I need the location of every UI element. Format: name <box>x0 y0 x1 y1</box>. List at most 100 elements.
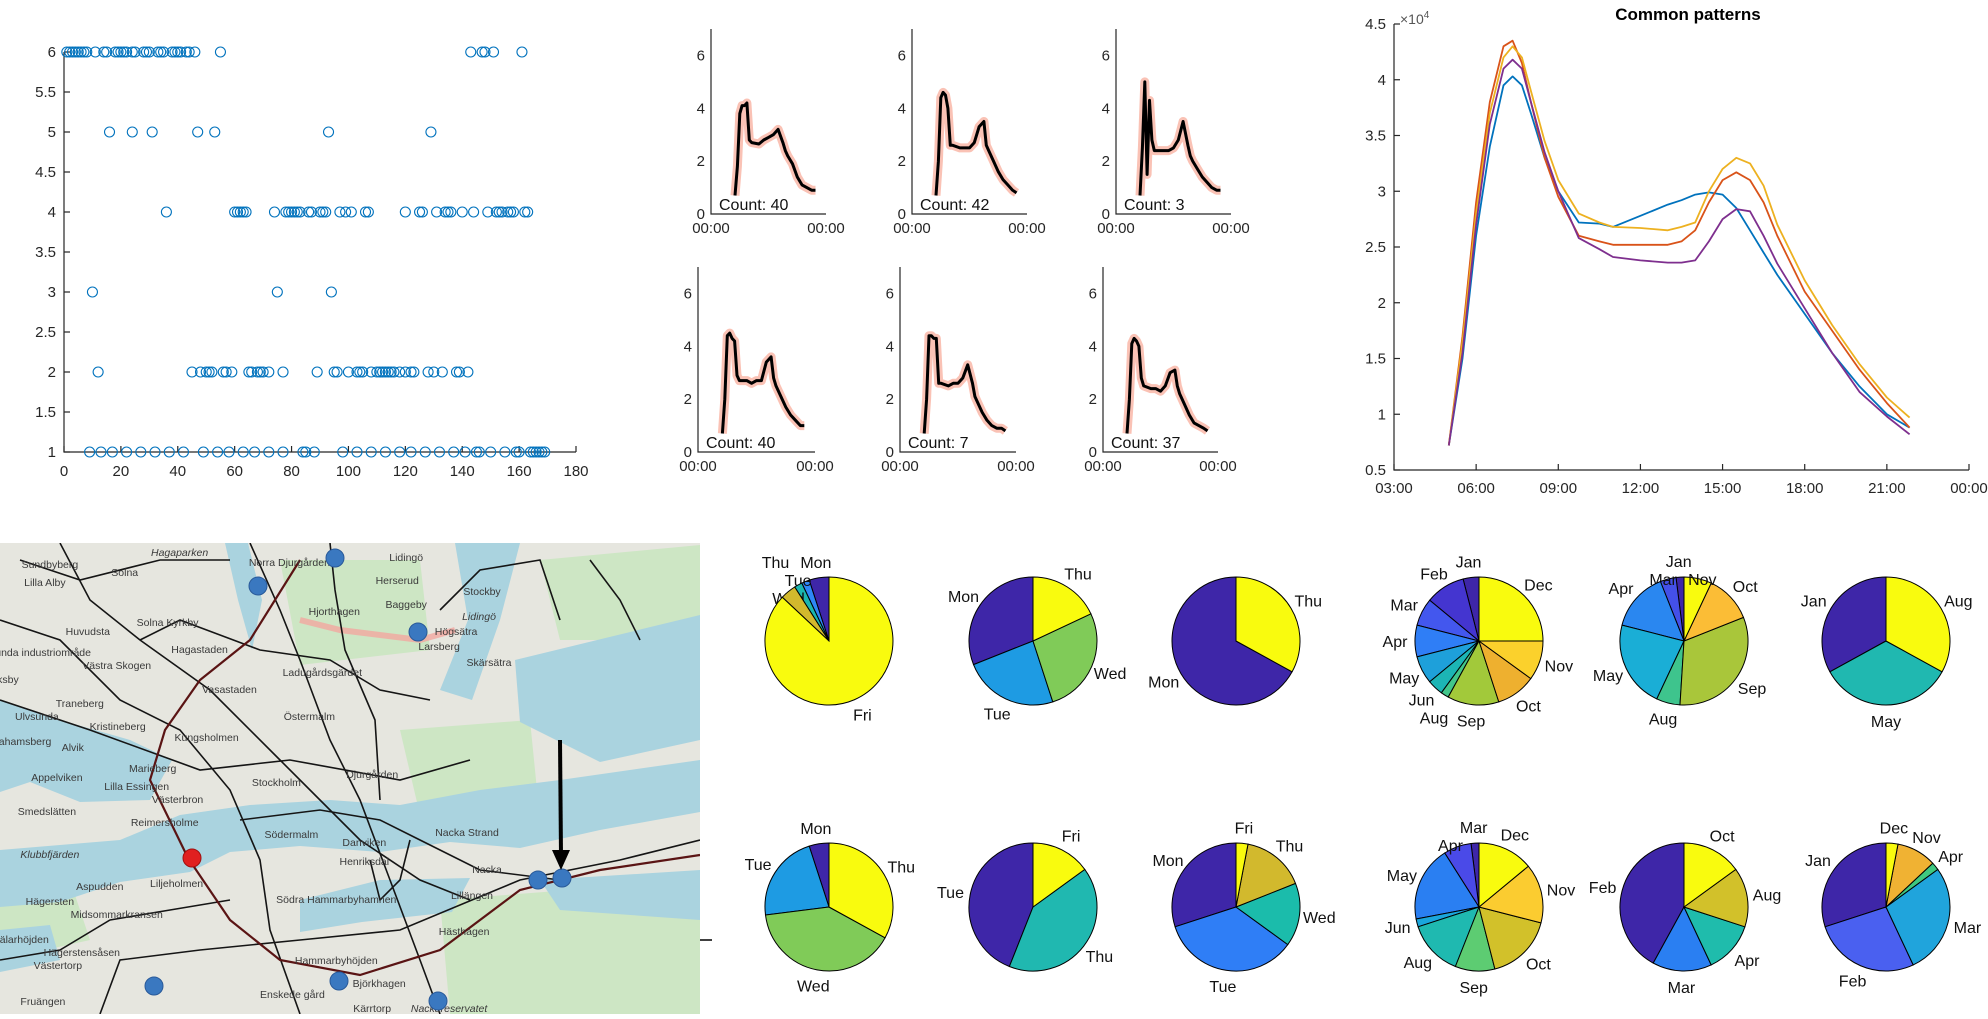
map-place-label: Lidingö <box>462 611 496 623</box>
y-tick-label: 4 <box>898 100 906 117</box>
pie-slice <box>1619 842 1685 964</box>
y-tick-label: 0 <box>886 444 894 461</box>
x-tick-label: 60 <box>226 463 243 480</box>
scatter-point <box>155 46 167 58</box>
pie-slice <box>1417 906 1480 968</box>
scatter-point <box>422 366 434 378</box>
pie-slice <box>1682 868 1749 928</box>
pie-slice-label: Dec <box>1524 577 1552 594</box>
scatter-point <box>516 46 528 58</box>
y-tick-label: 1 <box>1378 406 1386 423</box>
panel-axes <box>899 267 1016 453</box>
scatter-point <box>468 206 480 218</box>
map-place-label: Riksby <box>0 674 19 686</box>
map-place-label: Solna Kyrkby <box>137 617 200 629</box>
pie-slice <box>1652 905 1712 972</box>
map-canvas: Sundbyberg Solna Lilla Alby Norra Djurgårde… <box>0 543 700 1014</box>
pie-slice-label: Fri <box>1062 829 1081 846</box>
scatter-point <box>183 46 195 58</box>
scatter-point <box>75 46 87 58</box>
map-place-label: Mälarhöjden <box>0 934 49 946</box>
x-tick-label: 140 <box>450 463 475 480</box>
pie-slice-label: Mar <box>1668 980 1696 997</box>
scatter-point <box>448 446 460 458</box>
x-tick-label: 00:00 <box>807 220 845 237</box>
map-place-label: Hagastaden <box>171 644 228 656</box>
map-place-label: Lillängen <box>451 890 493 902</box>
scatter-point <box>160 206 172 218</box>
scatter-point <box>92 366 104 378</box>
scatter-point <box>394 366 406 378</box>
pie-slice <box>764 906 886 972</box>
scatter-point <box>450 366 463 378</box>
scatter-point <box>212 446 224 458</box>
x-tick-label: 15:00 <box>1704 480 1742 497</box>
pie-slice-label: Mon <box>800 821 831 838</box>
scatter-point <box>337 446 349 458</box>
scatter-point <box>331 366 343 378</box>
map-place-label: Kungsholmen <box>174 732 238 744</box>
stockholm-map[interactable]: Sundbyberg Solna Lilla Alby Norra Djurgårde… <box>0 543 712 1014</box>
pie-slice-label: Oct <box>1516 699 1541 716</box>
map-place-label: Danviken <box>342 837 386 849</box>
y-tick-label: 1.5 <box>35 404 56 421</box>
scatter-point <box>288 206 300 218</box>
scatter-point <box>328 366 340 378</box>
pie-slice-label: Oct <box>1733 579 1758 596</box>
map-place-label: Traneberg <box>56 698 104 710</box>
pie-slice <box>1032 842 1086 908</box>
scatter-point <box>152 46 164 58</box>
pie-slice <box>968 842 1034 968</box>
pie-slice-label: Thu <box>1064 567 1092 584</box>
y-tick-label: 6 <box>697 47 705 64</box>
scatter-point <box>163 446 175 458</box>
pie-slice-label: Oct <box>1526 957 1551 974</box>
y-tick-label: 0 <box>1089 444 1097 461</box>
x-tick-label: 00:00 <box>997 458 1035 475</box>
highlighted-station-marker <box>182 848 202 868</box>
scatter-point <box>138 46 150 58</box>
y-tick-label: 4 <box>48 204 56 221</box>
pie-slice-label: Mon <box>948 589 979 606</box>
scatter-point <box>394 446 406 458</box>
scatter-point <box>115 46 127 58</box>
map-place-label: Huvudsta <box>66 626 111 638</box>
x-tick-label: 12:00 <box>1622 480 1660 497</box>
y-tick-label: 4 <box>1089 338 1097 355</box>
profile-panel: 0 2 4 6 00:00 00:00 Count: 40 <box>692 29 845 237</box>
pie-slice <box>1235 576 1301 673</box>
scatter-point <box>305 206 318 218</box>
pie-slice-label: May <box>1871 714 1901 731</box>
y-tick-label: 6 <box>684 285 692 302</box>
scatter-point <box>308 446 320 458</box>
pie-chart: Tue Thu Fri <box>937 829 1113 972</box>
map-place-label: Klubbfjärden <box>20 849 79 861</box>
pie-slice <box>1619 624 1685 700</box>
map-place-label: Appelviken <box>31 772 83 784</box>
scatter-point <box>530 446 542 458</box>
cluster-profiles-grid: 0 2 4 6 00:00 00:00 Count: 40 0 2 4 6 00:00 00:00 Cou… <box>679 29 1250 475</box>
pie-slice-label: Aug <box>1753 888 1781 905</box>
y-tick-label: 5.5 <box>35 84 56 101</box>
scatter-point <box>129 46 141 58</box>
scatter-point <box>536 446 548 458</box>
y-tick-label: 4 <box>697 100 705 117</box>
pie-slice <box>1235 843 1297 908</box>
y-tick-label: 4.5 <box>35 164 56 181</box>
pie-chart: Mon Tue Wed Thu <box>948 567 1126 724</box>
scatter-point <box>72 46 84 58</box>
profile-panel: 0 2 4 6 00:00 00:00 Count: 40 <box>679 267 834 475</box>
scatter-point <box>98 46 110 58</box>
x-tick-label: 00:00 <box>796 458 834 475</box>
scatter-point <box>439 206 451 218</box>
scatter-point <box>374 366 386 378</box>
scatter-point <box>294 206 306 218</box>
map-place-label: Sundbyberg <box>22 559 79 571</box>
pie-slice-label: Sep <box>1457 714 1486 731</box>
y-tick-label: 0 <box>684 444 692 461</box>
scatter-point <box>325 286 337 298</box>
scatter-point <box>249 446 261 458</box>
scatter-point <box>254 366 266 378</box>
chart-title: Common patterns <box>1615 5 1760 24</box>
